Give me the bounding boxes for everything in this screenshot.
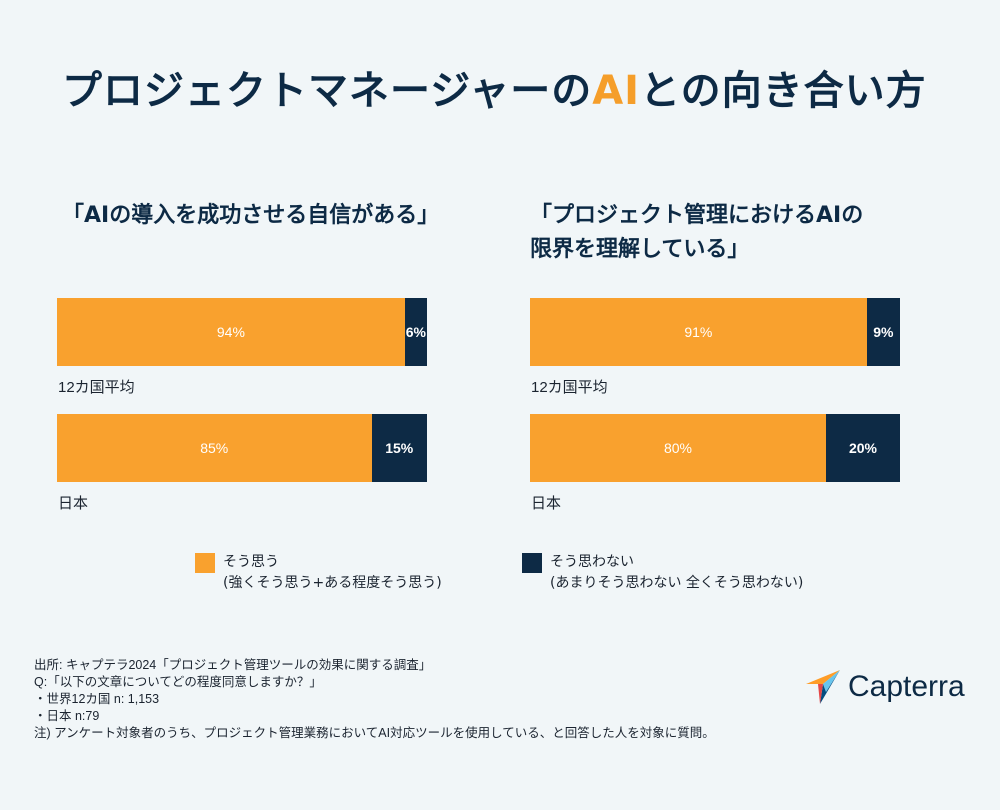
- chart-0-category-label-0: 12カ国平均: [58, 379, 135, 396]
- legend-disagree-swatch: [522, 553, 542, 573]
- chart-1-title-line-1: 限界を理解している」: [530, 237, 750, 262]
- chart-1-data-label-1-1: 20%: [848, 440, 878, 456]
- chart-1-bar-1-disagree: 20%: [826, 414, 900, 482]
- capterra-logo-text: Capterra: [848, 670, 965, 703]
- chart-0-bar-1-agree: 85%: [57, 414, 372, 482]
- footnote-world-n: ・世界12カ国 n: 1,153: [34, 692, 160, 706]
- chart-1-bar-row-0: 91% 9%: [530, 298, 900, 366]
- chart-0-data-label-1-1: 15%: [385, 440, 414, 456]
- legend-agree-sub: (強くそう思う+ある程度そう思う): [223, 575, 442, 591]
- chart-1-data-label-0-1: 9%: [873, 324, 894, 340]
- capterra-logo: Capterra: [806, 670, 965, 704]
- chart-1-category-label-1: 日本: [531, 495, 562, 512]
- chart-0-data-label-0-0: 94%: [216, 324, 245, 340]
- footnotes: 出所: キャプテラ2024「プロジェクト管理ツールの効果に関する調査」 Q:「以…: [34, 657, 715, 742]
- chart-0-bar-0-disagree: 6%: [404, 298, 427, 366]
- legend-agree: そう思う (強くそう思う+ある程度そう思う): [195, 552, 442, 594]
- chart-0-category-label-1: 日本: [58, 495, 89, 512]
- chart-1-title: 「プロジェクト管理におけるAIの 限界を理解している」: [530, 199, 863, 267]
- chart-0-title-line-0: 「AIの導入を成功させる自信がある」: [62, 203, 440, 228]
- footnote-note: 注) アンケート対象者のうち、プロジェクト管理業務においてAI対応ツールを使用し…: [34, 726, 715, 740]
- legend-disagree-sub: (あまりそう思わない 全くそう思わない): [550, 575, 804, 591]
- chart-1-bar-0-agree: 91%: [530, 298, 867, 366]
- chart-1-title-line-0: 「プロジェクト管理におけるAIの: [530, 203, 864, 228]
- title-after: との向き合い方: [640, 68, 927, 114]
- chart-1-category-label-0: 12カ国平均: [531, 379, 608, 396]
- chart-1-bar-row-1: 80% 20%: [530, 414, 900, 482]
- chart-0-title: 「AIの導入を成功させる自信がある」: [62, 199, 439, 233]
- chart-0-bar-row-1: 85% 15%: [57, 414, 427, 482]
- page-title: プロジェクトマネージャーのAIとの向き合い方: [62, 58, 927, 116]
- title-highlight: AI: [592, 68, 641, 114]
- chart-1-data-label-1-0: 80%: [663, 440, 693, 456]
- chart-1-data-label-0-0: 91%: [684, 324, 713, 340]
- legend-agree-swatch: [195, 553, 215, 573]
- footnote-source: 出所: キャプテラ2024「プロジェクト管理ツールの効果に関する調査」: [34, 658, 432, 672]
- chart-1-bar-1-agree: 80%: [530, 414, 826, 482]
- footnote-question: Q:「以下の文章についてどの程度同意しますか？」: [34, 675, 322, 689]
- legend-agree-label: そう思う: [223, 554, 279, 570]
- title-before: プロジェクトマネージャーの: [62, 68, 593, 114]
- footnote-japan-n: ・日本 n:79: [34, 709, 100, 723]
- legend-disagree: そう思わない (あまりそう思わない 全くそう思わない): [522, 552, 803, 594]
- chart-0-bar-1-disagree: 15%: [371, 414, 427, 482]
- capterra-arrow-icon: [806, 670, 840, 704]
- chart-0-bar-0-agree: 94%: [57, 298, 405, 366]
- chart-0-bar-row-0: 94% 6%: [57, 298, 427, 366]
- chart-0-data-label-1-0: 85%: [200, 440, 229, 456]
- chart-0-data-label-0-1: 6%: [405, 324, 426, 340]
- legend-disagree-label: そう思わない: [550, 554, 634, 570]
- chart-1-bar-0-disagree: 9%: [866, 298, 900, 366]
